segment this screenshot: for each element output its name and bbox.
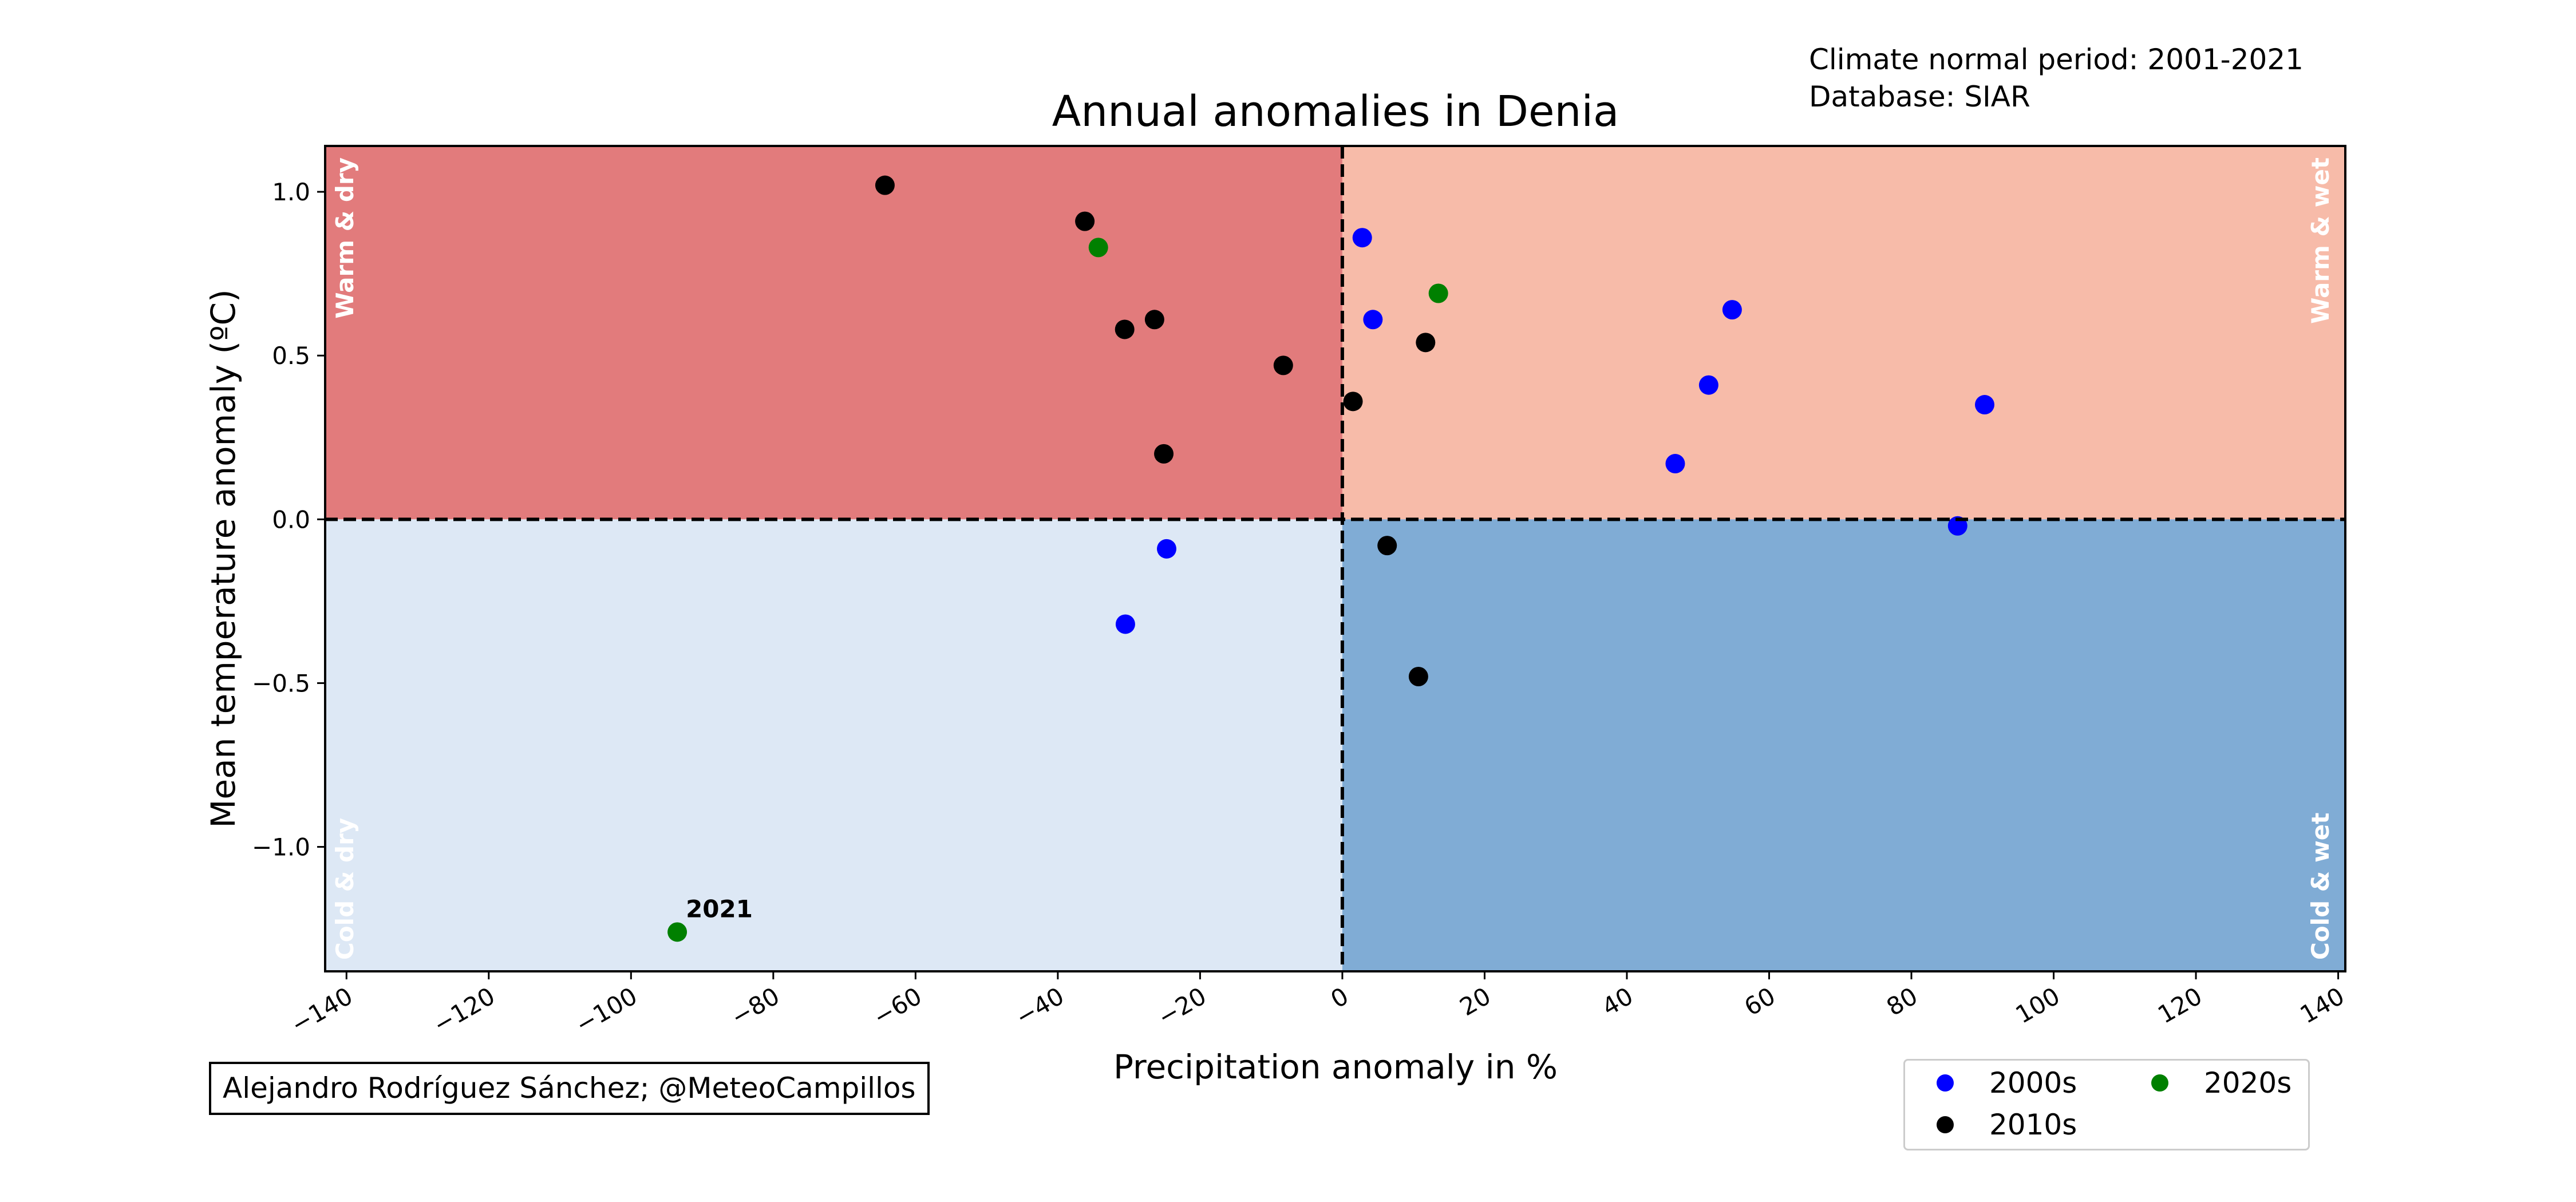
legend-item-2010s: 2010s <box>1937 1108 2077 1141</box>
legend-label: 2020s <box>2204 1066 2292 1100</box>
x-tick-label: −60 <box>868 982 926 1031</box>
x-tick-label: −120 <box>428 982 499 1039</box>
data-point-2010s <box>1377 536 1397 556</box>
x-tick-label: −100 <box>571 982 642 1039</box>
y-axis-label: Mean temperature anomaly (ºC) <box>204 289 243 828</box>
quadrant-label-warm-dry: Warm & dry <box>331 157 359 319</box>
x-tick-label: 140 <box>2296 982 2349 1029</box>
y-tick-label: 0.0 <box>272 505 310 533</box>
data-point-2010s <box>1416 333 1436 353</box>
quadrant-label-cold-dry: Cold & dry <box>331 818 359 960</box>
quadrant-cold-wet <box>1342 519 2345 971</box>
x-tick-label: 100 <box>2011 982 2065 1029</box>
chart-title: Annual anomalies in Denia <box>1052 87 1619 136</box>
data-point-2000s <box>1974 395 1994 415</box>
legend-marker <box>2151 1074 2168 1092</box>
data-point-2020s <box>667 922 688 942</box>
legend-item-2020s: 2020s <box>2151 1066 2291 1100</box>
y-tick-label: −0.5 <box>252 669 310 697</box>
x-tick-label: −140 <box>286 982 357 1039</box>
legend: 2000s 2010s 2020s <box>1903 1059 2310 1150</box>
x-tick-label: 80 <box>1882 982 1922 1021</box>
data-point-2000s <box>1698 375 1718 395</box>
legend-label: 2000s <box>1989 1066 2077 1100</box>
data-point-2020s <box>1428 283 1448 303</box>
x-tick-label: −40 <box>1011 982 1069 1031</box>
data-point-2010s <box>1075 211 1095 231</box>
quadrant-cold-dry <box>325 519 1342 971</box>
x-axis-label: Precipitation anomaly in % <box>1113 1047 1558 1086</box>
data-point-2010s <box>1408 667 1428 686</box>
y-tick-label: −1.0 <box>252 833 310 861</box>
plot-frame <box>324 145 2346 972</box>
data-point-2010s <box>1273 355 1293 375</box>
quadrant-labels: Warm & dry Warm & wet Cold & dry Cold & wet <box>331 157 2334 960</box>
data-point-2000s <box>1665 454 1685 474</box>
annotations: 2021 <box>686 895 753 923</box>
x-tick-label: 40 <box>1597 982 1638 1021</box>
legend-label: 2010s <box>1989 1108 2077 1141</box>
database-text: Database: SIAR <box>1809 80 2030 113</box>
x-tick-label: −80 <box>726 982 784 1031</box>
data-point-2020s <box>1088 238 1108 258</box>
author-credit: Alejandro Rodríguez Sánchez; @MeteoCampi… <box>209 1062 930 1115</box>
climate-period-text: Climate normal period: 2001-2021 <box>1809 43 2304 76</box>
data-point-2000s <box>1352 228 1372 248</box>
quadrant-label-cold-wet: Cold & wet <box>2306 813 2334 960</box>
legend-item-2000s: 2000s <box>1937 1066 2077 1100</box>
data-point-2010s <box>1154 444 1174 464</box>
annotation-label: 2021 <box>686 895 753 923</box>
legend-marker <box>1937 1074 1954 1092</box>
quadrant-warm-dry <box>325 146 1342 520</box>
data-point-2010s <box>875 175 895 195</box>
x-tick-label: 20 <box>1455 982 1496 1021</box>
data-point-2000s <box>1722 300 1742 320</box>
data-point-2000s <box>1115 614 1135 634</box>
data-point-2010s <box>1343 392 1363 412</box>
x-tick-label: −20 <box>1153 982 1211 1031</box>
metadata-note: Climate normal period: 2001-2021 Databas… <box>1809 41 2304 116</box>
data-point-2000s <box>1363 310 1383 330</box>
data-point-2010s <box>1115 319 1135 339</box>
quadrant-backgrounds <box>325 146 2345 971</box>
x-tick-label: 0 <box>1326 982 1353 1014</box>
y-tick-label: 1.0 <box>272 178 310 206</box>
quadrant-warm-wet <box>1342 146 2345 520</box>
x-tick-label: 60 <box>1740 982 1780 1021</box>
data-point-2000s <box>1157 539 1177 559</box>
quadrant-label-warm-wet: Warm & wet <box>2306 157 2334 324</box>
legend-marker <box>1937 1116 1954 1133</box>
x-tick-label: 120 <box>2153 982 2207 1029</box>
data-point-2010s <box>1144 310 1164 330</box>
y-tick-label: 0.5 <box>272 342 310 370</box>
